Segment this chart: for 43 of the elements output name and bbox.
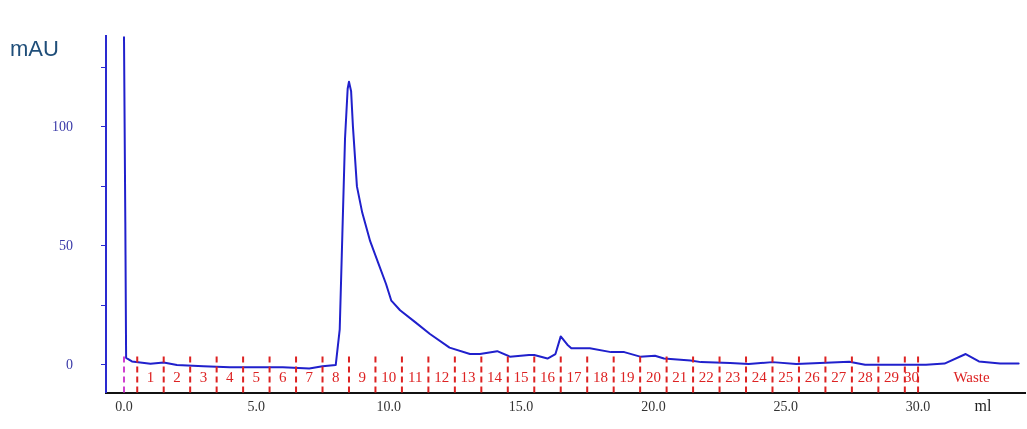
- x-tick-label: 25.0: [773, 398, 798, 414]
- x-tick-label: 5.0: [247, 398, 266, 414]
- ref-line-label: 22: [698, 368, 714, 385]
- ref-line-label: 14: [487, 368, 503, 385]
- ref-line-label: 11: [407, 368, 423, 385]
- ref-line-label: Waste: [953, 368, 991, 385]
- x-tick-label: 30.0: [905, 398, 931, 414]
- ref-line-label: 24: [751, 368, 768, 385]
- ref-line-label: 17: [566, 368, 582, 385]
- ref-line-label: 15: [513, 368, 529, 385]
- ref-line-label: 18: [592, 368, 608, 385]
- ref-line-label: 3: [199, 368, 208, 385]
- ref-line-label: 12: [434, 368, 450, 385]
- x-tick-label: 20.0: [641, 398, 666, 414]
- y-tick-label: 100: [52, 118, 73, 134]
- ref-line-label: 8: [332, 368, 340, 385]
- ref-line-label: 5: [252, 368, 261, 385]
- x-tick-label: 0.0: [115, 398, 133, 414]
- ref-line-label: 29: [884, 368, 900, 385]
- ref-line-label: 21: [672, 368, 688, 385]
- ref-line-label: 2: [173, 368, 181, 385]
- ref-line-label: 30: [903, 368, 919, 385]
- ref-line-label: 9: [358, 368, 366, 385]
- ref-line-label: 28: [857, 368, 873, 385]
- ref-line-label: 6: [279, 368, 288, 385]
- ref-line-label: 16: [540, 368, 556, 385]
- ref-line-label: 25: [778, 368, 794, 385]
- x-tick-label: 10.0: [376, 398, 401, 414]
- y-tick-label: 50: [59, 237, 73, 253]
- ref-line-label: 27: [831, 368, 847, 385]
- x-tick-label: 15.0: [508, 398, 534, 414]
- ref-line-label: 23: [725, 368, 741, 385]
- ref-line-label: 26: [804, 368, 821, 385]
- ref-line-label: 7: [305, 368, 314, 385]
- ref-line-label: 13: [460, 368, 476, 385]
- ref-line-label: 4: [226, 368, 235, 385]
- ref-line-label: 1: [146, 368, 155, 385]
- ref-line-label: 19: [619, 368, 635, 385]
- ref-line-label: 20: [645, 368, 661, 385]
- y-axis-title: mAU: [10, 36, 59, 62]
- y-tick-label: 0: [66, 356, 73, 372]
- x-axis-title: ml: [974, 396, 992, 414]
- ref-line-label: 10: [381, 368, 397, 385]
